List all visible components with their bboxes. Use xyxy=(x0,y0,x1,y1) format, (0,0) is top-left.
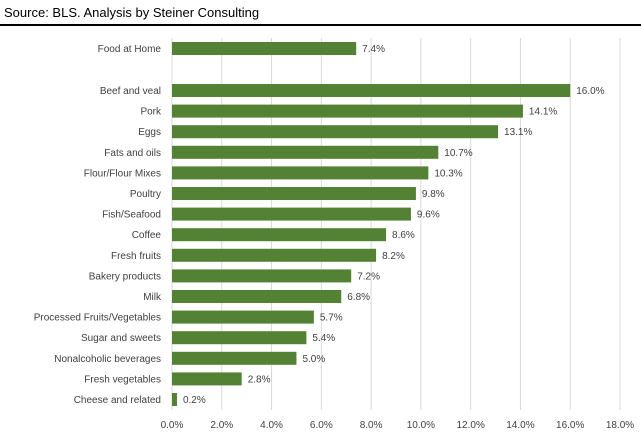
category-label: Nonalcoholic beverages xyxy=(54,354,161,365)
bar xyxy=(172,331,307,345)
x-tick-label: 8.0% xyxy=(360,420,383,431)
bar xyxy=(172,372,242,386)
x-tick-labels: 0.0% 2.0% 4.0% 6.0% 8.0% 10.0% 12.0% 14.0% 16.0%… xyxy=(161,420,635,431)
data-label: 10.7% xyxy=(444,148,472,159)
data-label: 9.8% xyxy=(422,189,445,200)
category-label: Coffee xyxy=(132,230,162,241)
category-label: Flour/Flour Mixes xyxy=(84,168,161,179)
x-tick-label: 6.0% xyxy=(310,420,333,431)
category-label: Fish/Seafood xyxy=(102,210,161,221)
x-tick-label: 2.0% xyxy=(210,420,233,431)
data-label: 7.4% xyxy=(362,44,385,55)
bar xyxy=(172,310,314,324)
data-label: 9.6% xyxy=(417,210,440,221)
data-label: 10.3% xyxy=(434,168,462,179)
bar xyxy=(172,166,429,180)
bar xyxy=(172,125,499,139)
x-tick-label: 4.0% xyxy=(260,420,283,431)
category-label: Food at Home xyxy=(98,44,162,55)
header-divider xyxy=(0,24,641,26)
category-label: Fats and oils xyxy=(104,148,161,159)
category-label: Pork xyxy=(140,107,162,118)
data-label: 7.2% xyxy=(357,271,380,282)
data-label: 5.7% xyxy=(320,313,343,324)
x-tick-label: 14.0% xyxy=(506,420,534,431)
x-tick-label: 0.0% xyxy=(161,420,184,431)
x-tick-label: 10.0% xyxy=(407,420,435,431)
bar xyxy=(172,104,523,118)
data-label: 14.1% xyxy=(529,107,557,118)
category-labels: Food at Home Beef and veal Pork Eggs Fats an… xyxy=(34,44,162,406)
category-label: Processed Fruits/Vegetables xyxy=(34,313,161,324)
data-label: 6.8% xyxy=(347,292,370,303)
bar xyxy=(172,228,387,242)
bar xyxy=(172,84,571,97)
data-label: 5.4% xyxy=(312,333,335,344)
bar xyxy=(172,248,377,262)
category-label: Beef and veal xyxy=(100,86,161,97)
category-label: Milk xyxy=(143,292,162,303)
bar xyxy=(172,351,297,365)
category-label: Fresh vegetables xyxy=(84,374,161,385)
source-header: Source: BLS. Analysis by Steiner Consult… xyxy=(0,0,641,26)
bar xyxy=(172,393,177,406)
data-label: 2.8% xyxy=(248,374,271,385)
bar xyxy=(172,42,357,55)
bar xyxy=(172,207,411,221)
data-label: 0.2% xyxy=(183,395,206,406)
bar xyxy=(172,269,352,283)
data-label: 13.1% xyxy=(504,127,532,138)
bar xyxy=(172,187,416,200)
category-label: Cheese and related xyxy=(74,395,161,406)
source-text: Source: BLS. Analysis by Steiner Consult… xyxy=(4,5,260,20)
bar xyxy=(172,145,439,159)
gridlines xyxy=(171,38,621,410)
data-labels: 7.4% 16.0% 14.1% 13.1% 10.7% 10.3% 9.8% 9.6%8.6… xyxy=(183,44,605,406)
data-label: 5.0% xyxy=(302,354,325,365)
data-label: 8.6% xyxy=(392,230,415,241)
category-label: Poultry xyxy=(130,189,161,200)
category-label: Eggs xyxy=(138,127,161,138)
category-label: Sugar and sweets xyxy=(81,333,161,344)
bar xyxy=(172,290,342,303)
data-label: 16.0% xyxy=(576,86,604,97)
bars xyxy=(172,42,571,406)
category-label: Fresh fruits xyxy=(111,251,161,262)
x-tick-label: 16.0% xyxy=(556,420,584,431)
category-label: Bakery products xyxy=(89,271,161,282)
data-label: 8.2% xyxy=(382,251,405,262)
x-tick-label: 18.0% xyxy=(606,420,634,431)
x-tick-label: 12.0% xyxy=(456,420,484,431)
